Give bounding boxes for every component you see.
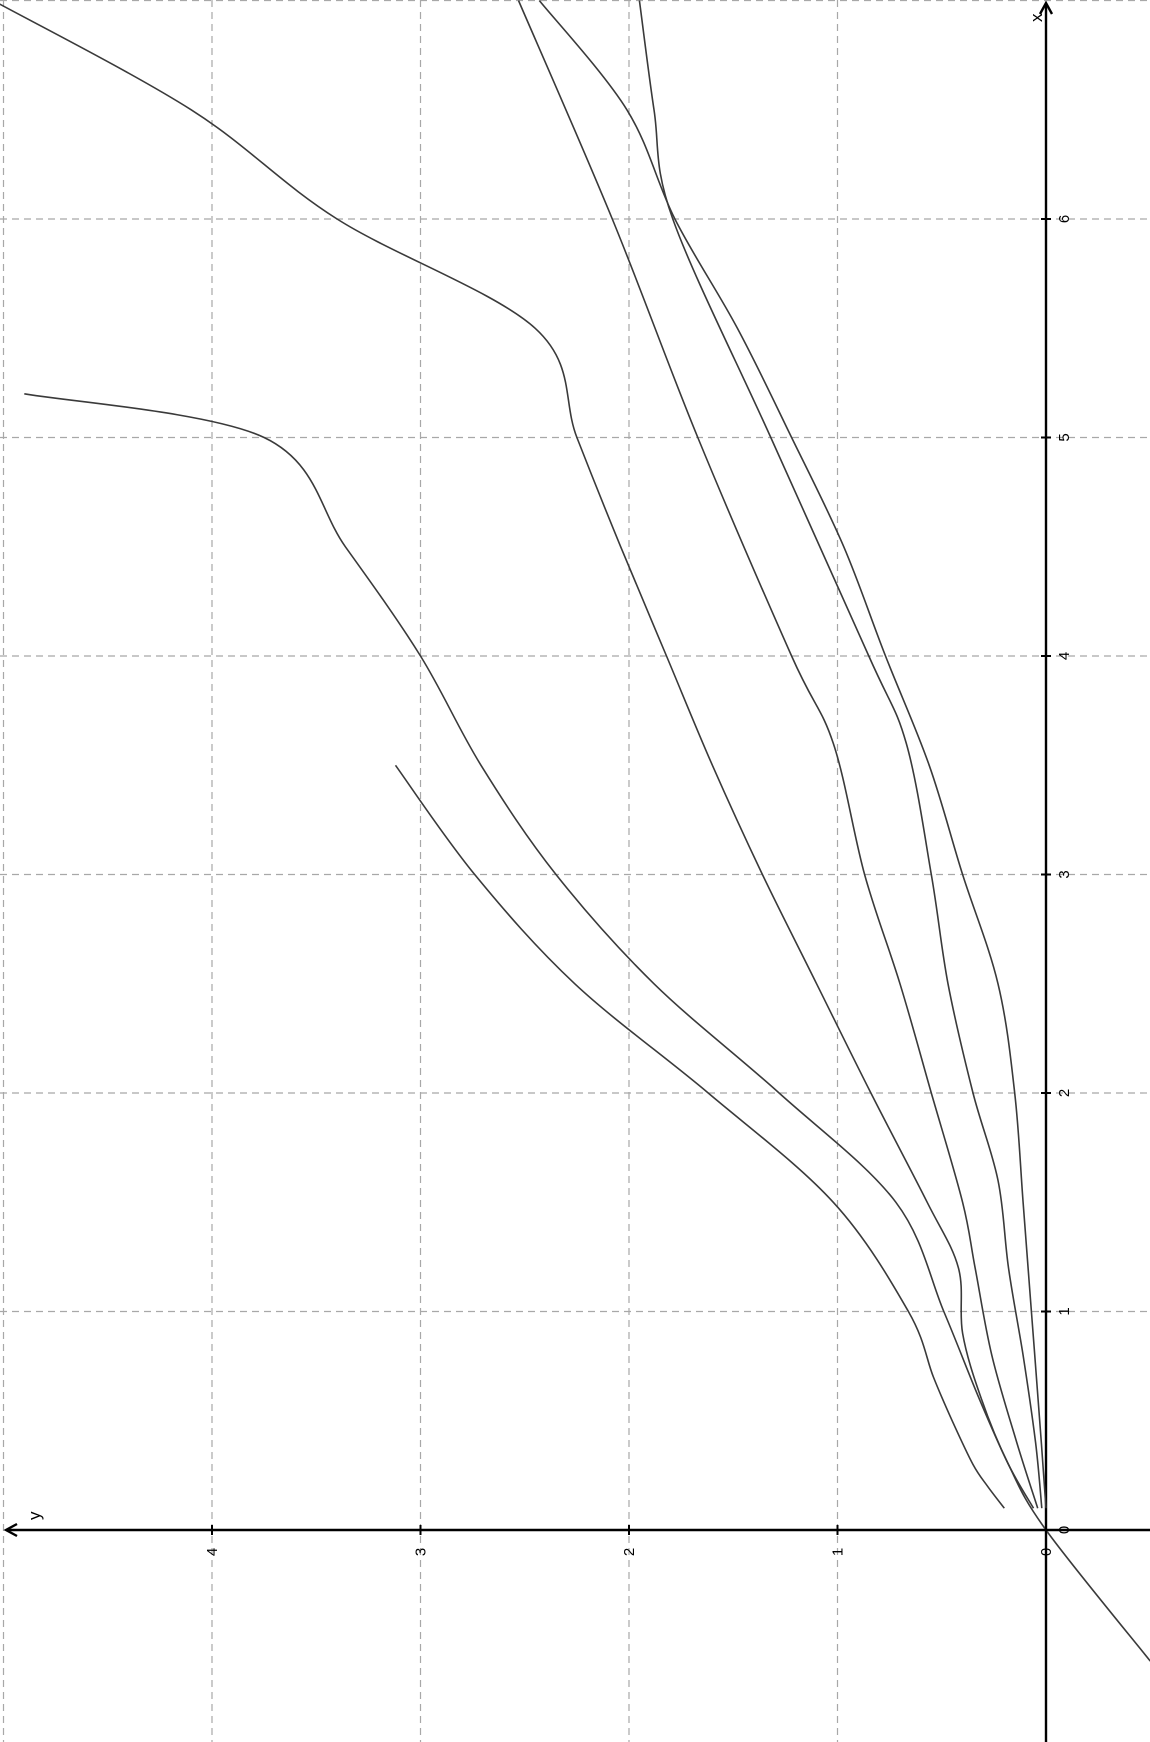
x-tick-label-6: 6: [1056, 215, 1073, 223]
curve-6: [538, 0, 1047, 1509]
curve-3: [0, 3, 1150, 1662]
x-tick-label-2: 2: [1056, 1089, 1073, 1097]
y-tick-label-2: 2: [621, 1548, 638, 1556]
x-axis-arrow: [1038, 0, 1054, 15]
y-tick-label-0: 0: [1038, 1548, 1055, 1556]
y-tick-label-1: 1: [830, 1548, 847, 1556]
y-axis-label: y: [25, 1511, 44, 1520]
x-tick-label-1: 1: [1056, 1307, 1073, 1315]
y-tick-label-4: 4: [204, 1548, 221, 1556]
x-tick-label-3: 3: [1056, 870, 1073, 878]
x-tick-label-4: 4: [1056, 652, 1073, 660]
curve-1: [394, 764, 1005, 1509]
axes: [3, 0, 1150, 1742]
tick-labels: 0 1 2 3 4 5 6 0 1 2 3 4: [204, 215, 1073, 1556]
x-axis-label: x: [1027, 13, 1046, 22]
curve-4: [517, 0, 1039, 1509]
y-tick-label-3: 3: [413, 1548, 430, 1556]
x-tick-label-5: 5: [1056, 433, 1073, 441]
curve-5: [638, 0, 1043, 1509]
x-tick-label-0: 0: [1056, 1526, 1073, 1534]
curve-2: [24, 393, 1035, 1509]
curves: [0, 0, 1150, 1662]
y-axis-arrow: [3, 1522, 18, 1538]
